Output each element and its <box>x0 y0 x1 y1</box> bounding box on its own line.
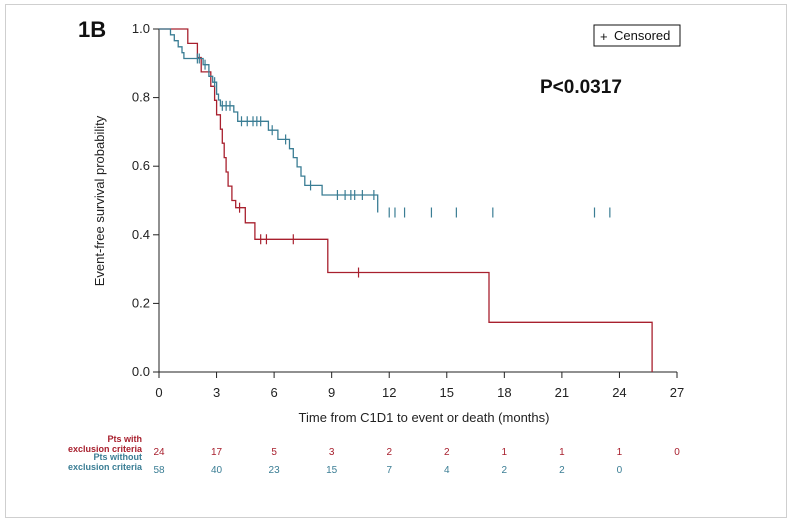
y-tick-label: 0.0 <box>132 364 150 379</box>
figure-frame <box>5 4 787 518</box>
x-tick-label: 6 <box>270 385 277 400</box>
risk-count: 24 <box>153 447 165 458</box>
legend: + Censored <box>593 24 681 47</box>
risk-count: 2 <box>444 447 450 458</box>
risk-count: 2 <box>386 447 392 458</box>
p-value: P<0.0317 <box>540 77 622 98</box>
risk-count: 1 <box>502 447 508 458</box>
y-axis-title: Event-free survival probability <box>92 115 107 286</box>
x-tick-label: 18 <box>497 385 511 400</box>
y-tick-label: 0.8 <box>132 90 150 105</box>
risk-count: 1 <box>617 447 623 458</box>
y-tick-label: 1.0 <box>132 21 150 36</box>
risk-row-label: Pts with <box>107 434 142 444</box>
x-tick-label: 15 <box>440 385 454 400</box>
risk-count: 23 <box>269 465 281 476</box>
risk-count: 58 <box>153 465 165 476</box>
km-step-line <box>159 28 379 213</box>
risk-count: 4 <box>444 465 450 476</box>
x-tick-label: 24 <box>612 385 626 400</box>
x-tick-label: 3 <box>213 385 220 400</box>
risk-count: 2 <box>559 465 565 476</box>
risk-count: 40 <box>211 465 223 476</box>
km-curve-without <box>159 28 611 218</box>
axes <box>153 28 678 378</box>
km-step-line <box>159 28 653 372</box>
legend-box <box>593 24 681 47</box>
x-tick-label: 9 <box>328 385 335 400</box>
risk-row-label: Pts without <box>94 452 143 462</box>
risk-count: 0 <box>617 465 623 476</box>
x-tick-label: 27 <box>670 385 684 400</box>
y-tick-label: 0.4 <box>132 227 150 242</box>
risk-count: 3 <box>329 447 335 458</box>
legend-censored-label: Censored <box>614 28 670 43</box>
risk-count: 5 <box>271 447 277 458</box>
x-tick-label: 0 <box>155 385 162 400</box>
risk-count: 2 <box>502 465 508 476</box>
y-tick-label: 0.2 <box>132 295 150 310</box>
x-tick-labels: 0 3 6 9 12 15 18 21 24 27 <box>155 385 684 400</box>
risk-row-label: exclusion criteria <box>68 444 143 454</box>
y-tick-labels: 0.0 0.2 0.4 0.6 0.8 1.0 <box>132 21 150 379</box>
km-curve-with <box>159 28 653 372</box>
risk-count: 7 <box>386 465 392 476</box>
risk-count: 0 <box>674 447 680 458</box>
risk-row-label: exclusion criteria <box>68 462 143 472</box>
risk-count: 15 <box>326 465 338 476</box>
x-axis-title: Time from C1D1 to event or death (months… <box>299 410 550 425</box>
y-tick-label: 0.6 <box>132 158 150 173</box>
x-tick-label: 12 <box>382 385 396 400</box>
risk-count: 1 <box>559 447 565 458</box>
panel-label: 1B <box>78 17 106 42</box>
risk-count: 17 <box>211 447 223 458</box>
legend-censored-symbol: + <box>600 29 608 44</box>
series-layer <box>159 28 653 372</box>
x-tick-label: 21 <box>555 385 569 400</box>
